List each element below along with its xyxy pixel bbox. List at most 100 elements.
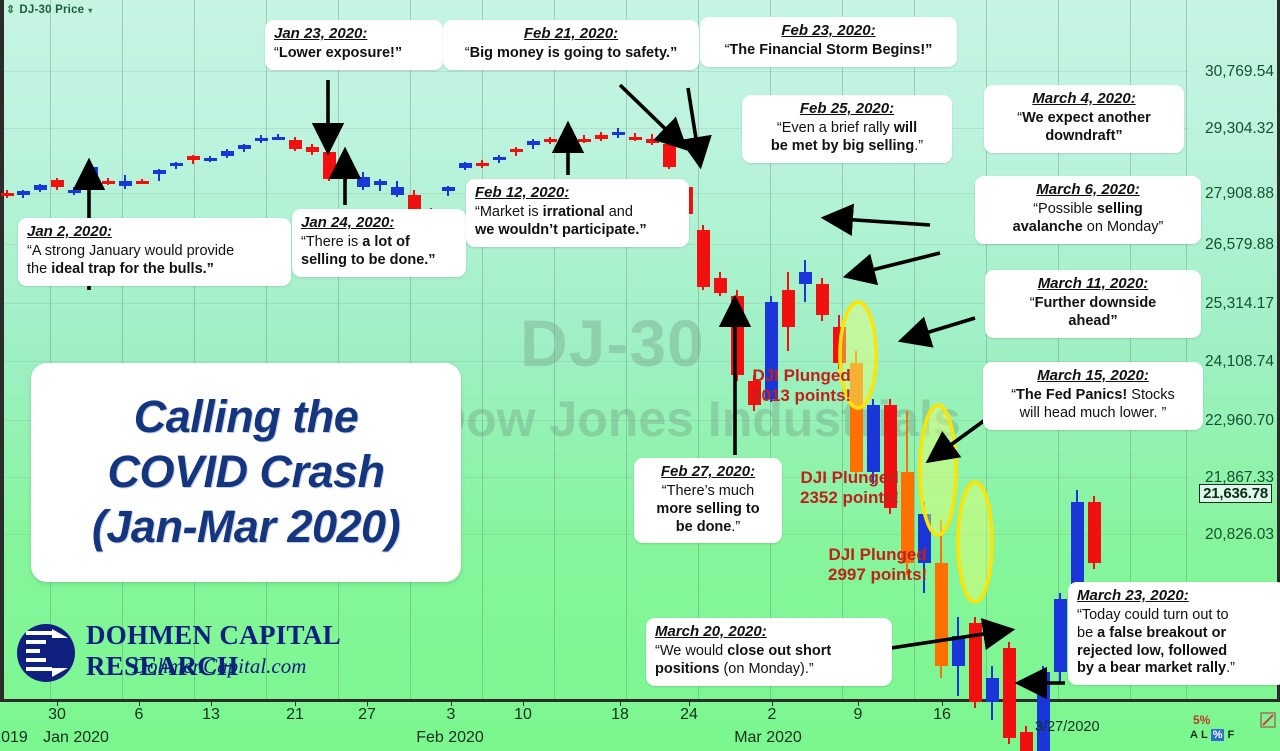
candle-body	[645, 138, 659, 143]
percent-toggle[interactable]: %	[1210, 729, 1225, 741]
date-tick-mark	[858, 700, 859, 706]
gridline-vertical	[266, 0, 267, 699]
callout-quote-line: by a bear market rally.”	[1077, 660, 1235, 677]
brand-logo: DOHMEN CAPITAL RESEARCH DohmenCapital.co…	[16, 618, 456, 692]
month-label: Mar 2020	[734, 729, 802, 746]
price-axis[interactable]: 30,769.54 29,304.32 27,908.88 26,579.88 25,3…	[1164, 0, 1274, 700]
candle-body	[0, 193, 14, 197]
candle-body	[356, 176, 370, 188]
updown-icon: ⇕	[6, 3, 16, 16]
month-label: Jan 2020	[43, 729, 109, 746]
scale-percent-label: 5%	[1193, 713, 1211, 727]
candle-body	[271, 136, 285, 140]
bottom-border	[0, 699, 1280, 702]
candle-body	[373, 181, 387, 185]
callout-jan-24: Jan 24, 2020: “There is a lot of selling t…	[292, 209, 466, 277]
plunge-label-line-2: 2352 points!	[800, 487, 900, 507]
callout-march-23: March 23, 2020: “Today could turn out to b…	[1068, 582, 1280, 686]
callout-quote-line: “There’s much	[661, 483, 755, 500]
price-tick-label: 26,579.88	[1205, 236, 1274, 253]
brand-url[interactable]: DohmenCapital.com	[132, 654, 307, 678]
candle-body	[798, 272, 812, 285]
candle-body	[577, 138, 591, 142]
callout-quote-line: “Lower exposure!”	[274, 45, 403, 62]
candle-body	[458, 163, 472, 169]
callout-quote-line: be a false breakout or	[1077, 624, 1227, 641]
callout-march-6: March 6, 2020: “Possible selling avalanche…	[975, 176, 1201, 244]
plunge-2997: DJI Plunged 2997 points!	[828, 545, 927, 584]
date-tick-mark	[57, 700, 58, 706]
month-label: 2019	[0, 729, 28, 746]
candle-body	[254, 137, 268, 141]
callout-date: March 6, 2020:	[1036, 181, 1140, 198]
callout-date: March 4, 2020:	[1032, 90, 1136, 107]
chevron-down-icon[interactable]: ▾	[88, 5, 93, 15]
date-tick-mark	[689, 700, 690, 706]
callout-feb-23: Feb 23, 2020: “The Financial Storm Begins…	[700, 17, 957, 67]
gridline-horizontal	[4, 477, 1189, 478]
last-price-badge: 21,636.78	[1199, 484, 1272, 503]
candle-body	[203, 158, 217, 162]
candle-body	[135, 181, 149, 185]
date-tick-mark	[523, 700, 524, 706]
candle-body	[1087, 502, 1101, 563]
candle-body	[1002, 647, 1016, 739]
candle-body	[985, 677, 999, 703]
date-tick-mark	[942, 700, 943, 706]
callout-date: Feb 27, 2020:	[660, 463, 756, 480]
plunge-label-line-2: 2997 points!	[828, 564, 928, 584]
price-tick-label: 24,108.74	[1205, 353, 1274, 370]
callout-quote-line: “There is a lot of	[301, 234, 410, 251]
date-tick-label: 2	[767, 706, 777, 723]
edit-pencil-icon[interactable]	[1260, 712, 1276, 728]
symbol-label: DJ-30 Price	[19, 4, 85, 16]
candle-wick	[158, 169, 160, 182]
plunge-2013: DJI Plunged 2013 points!	[752, 366, 851, 405]
date-tick-mark	[367, 700, 368, 706]
title-line-1: Calling the	[133, 391, 359, 443]
candle-body	[951, 635, 965, 666]
callout-quote-line: “We expect another	[1017, 110, 1151, 127]
callout-date: Jan 23, 2020:	[274, 25, 368, 42]
candle-body	[543, 138, 557, 142]
callout-quote-line: “Today could turn out to	[1077, 607, 1229, 624]
date-tick-label: 6	[134, 706, 144, 723]
callout-feb-27: Feb 27, 2020: “There’s much more selling t…	[634, 458, 782, 544]
fixed-toggle[interactable]: F	[1227, 729, 1235, 741]
date-tick-label: 21	[286, 706, 304, 723]
axis-mode-toggles[interactable]: A L % F	[1190, 729, 1234, 741]
log-toggle[interactable]: L	[1200, 729, 1208, 741]
candle-body	[730, 296, 744, 376]
price-tick-label: 29,304.32	[1205, 120, 1274, 137]
gridline-vertical	[554, 0, 555, 699]
callout-jan-23: Jan 23, 2020: “Lower exposure!”	[265, 20, 443, 70]
candle-body	[288, 140, 302, 149]
callout-quote-line: rejected low, followed	[1077, 642, 1228, 659]
callout-quote-line: will head much lower. ”	[1019, 404, 1167, 421]
date-tick-mark	[139, 700, 140, 706]
price-tick-label: 22,960.70	[1205, 412, 1274, 429]
callout-date: March 11, 2020:	[1037, 275, 1149, 292]
arithmetic-toggle[interactable]: A	[1190, 729, 1198, 741]
callout-quote-line: “We would close out short	[655, 643, 832, 660]
gridline-vertical	[410, 0, 411, 699]
candle-body	[832, 326, 846, 364]
callout-date: Jan 2, 2020:	[27, 223, 113, 240]
candle-body	[747, 381, 761, 406]
gridline-vertical	[914, 0, 915, 699]
candle-body	[1070, 502, 1084, 594]
callout-quote-line: “Possible selling	[1033, 201, 1143, 218]
callout-quote-line: be done.”	[675, 518, 741, 535]
callout-feb-25: Feb 25, 2020: “Even a brief rally will be …	[742, 95, 952, 163]
callout-march-20: March 20, 2020: “We would close out short…	[646, 618, 892, 686]
callout-date: Feb 21, 2020:	[523, 25, 619, 42]
gridline-vertical	[1130, 0, 1131, 699]
gridline-horizontal	[4, 71, 1189, 72]
left-border	[0, 0, 4, 700]
callout-feb-12: Feb 12, 2020: “Market is irrational and we…	[466, 179, 689, 247]
candle-body	[492, 157, 506, 161]
symbol-selector[interactable]: ⇕ DJ-30 Price ▾	[6, 2, 93, 18]
candle-body	[169, 163, 183, 167]
candle-wick	[192, 154, 194, 165]
